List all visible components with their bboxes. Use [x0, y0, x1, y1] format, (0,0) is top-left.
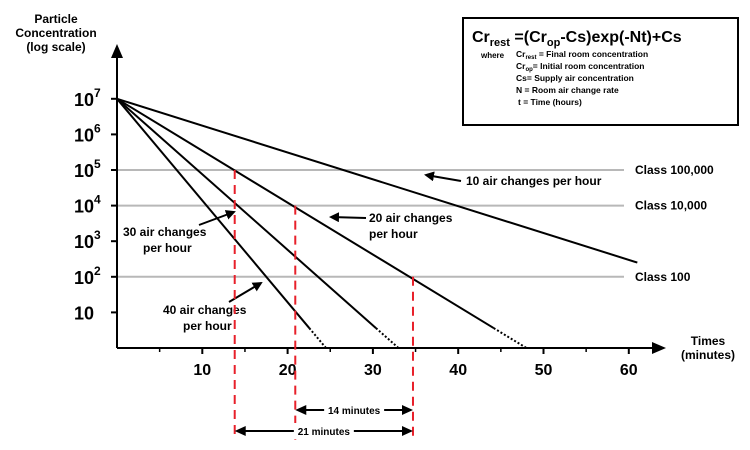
- series-label-20: per hour: [369, 227, 418, 241]
- y-tick-label: 104: [74, 193, 101, 217]
- formula-box: Crrest =(Crop-Cs)exp(-Nt)+Cs where Crres…: [462, 17, 739, 126]
- x-tick-label: 60: [620, 362, 638, 379]
- x-axis-arrow: [652, 342, 666, 354]
- class-line-label: Class 10,000: [635, 199, 707, 213]
- series-line: [116, 97, 638, 264]
- series-label-10: 10 air changes per hour: [466, 174, 602, 188]
- y-axis-label-line: Concentration: [15, 26, 96, 40]
- x-axis-label: Times (minutes): [681, 334, 735, 362]
- formula-border: [462, 17, 739, 126]
- class-line-label: Class 100: [635, 270, 691, 284]
- arrow-20-line: [329, 212, 367, 223]
- y-tick-label: 10: [74, 303, 94, 323]
- formula-def: t = Time (hours): [518, 97, 582, 107]
- formula-main: Crrest =(Crop-Cs)exp(-Nt)+Cs: [472, 29, 682, 49]
- x-tick-label: 10: [193, 362, 211, 379]
- x-tick-label: 40: [449, 362, 467, 379]
- formula-where: where: [480, 51, 505, 60]
- x-axis-label-line: Times: [691, 334, 726, 348]
- y-tick-label: 102: [74, 264, 101, 288]
- formula-def: Cs= Supply air concentration: [516, 73, 634, 83]
- interval-label: 14 minutes: [328, 406, 381, 417]
- series-line-tail: [493, 327, 527, 349]
- formula-def: N = Room air change rate: [516, 85, 619, 95]
- x-tick-label: 20: [279, 362, 297, 379]
- x-axis-label-line: (minutes): [681, 348, 735, 362]
- series-label-30: per hour: [143, 241, 192, 255]
- series-label-40: 40 air changes: [163, 303, 247, 317]
- y-tick-label: 106: [74, 121, 101, 145]
- series-line-tail: [375, 327, 400, 349]
- interval-arrow-right: [401, 405, 413, 415]
- series-line-tail: [308, 327, 327, 349]
- series-label-20: 20 air changes: [369, 211, 453, 225]
- y-tick-label: 105: [74, 157, 101, 181]
- series-label-40: per hour: [183, 319, 232, 333]
- arrow-10-line: [424, 171, 462, 182]
- series-label-30: 30 air changes: [123, 225, 207, 239]
- x-tick-label: 30: [364, 362, 382, 379]
- series-line: [116, 98, 377, 329]
- interval-label-bg: [324, 402, 385, 418]
- y-axis-label-line: Particle: [34, 12, 78, 26]
- interval-arrow-left: [234, 426, 246, 436]
- y-axis-arrow: [111, 44, 123, 58]
- interval-label-bg: [293, 423, 354, 439]
- formula-def: Crop= Initial room concentration: [516, 61, 645, 73]
- class-line-label: Class 100,000: [635, 163, 714, 177]
- interval-arrow-left: [295, 405, 307, 415]
- interval-label: 21 minutes: [298, 427, 351, 438]
- plot-area: Class 100,000 Class 10,000 Class 100 10 20 30…: [74, 44, 714, 440]
- series-labels: 10 air changes per hour 20 air changes p…: [123, 174, 602, 333]
- y-tick-label: 107: [74, 86, 101, 110]
- y-axis-label: Particle Concentration (log scale): [15, 12, 96, 54]
- y-tick-label: 103: [74, 228, 101, 252]
- interval-arrow-right: [401, 426, 413, 436]
- series-line: [116, 98, 311, 329]
- x-tick-label: 50: [535, 362, 553, 379]
- formula-def: Crrest = Final room concentration: [516, 49, 648, 61]
- series-line: [116, 97, 495, 329]
- y-axis-label-line: (log scale): [26, 40, 85, 54]
